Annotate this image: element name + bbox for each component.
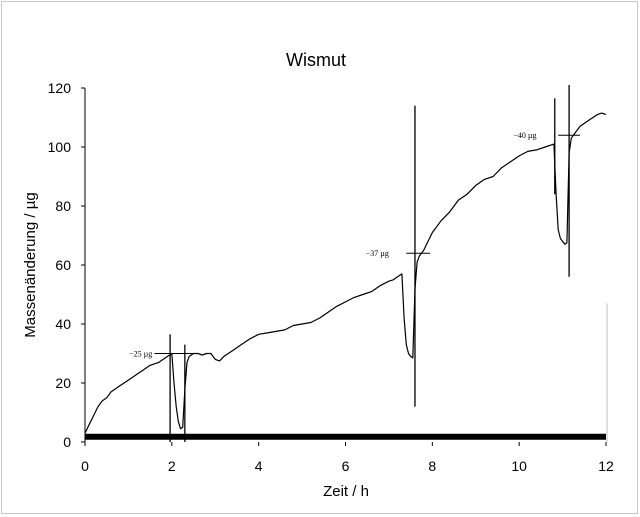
y-tick-label: 80 [55,198,71,214]
annotation-label: −40 µg [513,131,536,140]
x-axis-label: Zeit / h [323,483,369,500]
annotation-label: −37 µg [366,249,389,258]
annotations: −25 µg −37 µg −40 µg [129,131,580,359]
annotation-label: −25 µg [129,350,152,359]
y-tick-label: 40 [55,316,71,332]
y-tick-label: 120 [48,80,72,96]
x-tick-label: 6 [342,458,350,474]
y-tick-label: 100 [48,139,72,155]
y-axis-label: Massenänderung / µg [22,192,39,337]
y-tick-label: 0 [63,434,71,450]
y-tick-label: 60 [55,257,71,273]
tick-labels: 0 20 40 60 80 100 120 0 2 4 6 8 10 12 [48,80,614,474]
vertical-markers [169,85,570,442]
x-tick-label: 10 [511,458,527,474]
x-tick-label: 8 [428,458,436,474]
x-tick-label: 4 [255,458,263,474]
x-tick-label: 0 [81,458,89,474]
y-tick-label: 20 [55,375,71,391]
x-tick-label: 2 [168,458,176,474]
plot-area [84,112,607,434]
series-line [84,112,607,434]
axes [81,87,608,446]
chart-title: Wismut [286,50,346,70]
x-tick-label: 12 [598,458,614,474]
